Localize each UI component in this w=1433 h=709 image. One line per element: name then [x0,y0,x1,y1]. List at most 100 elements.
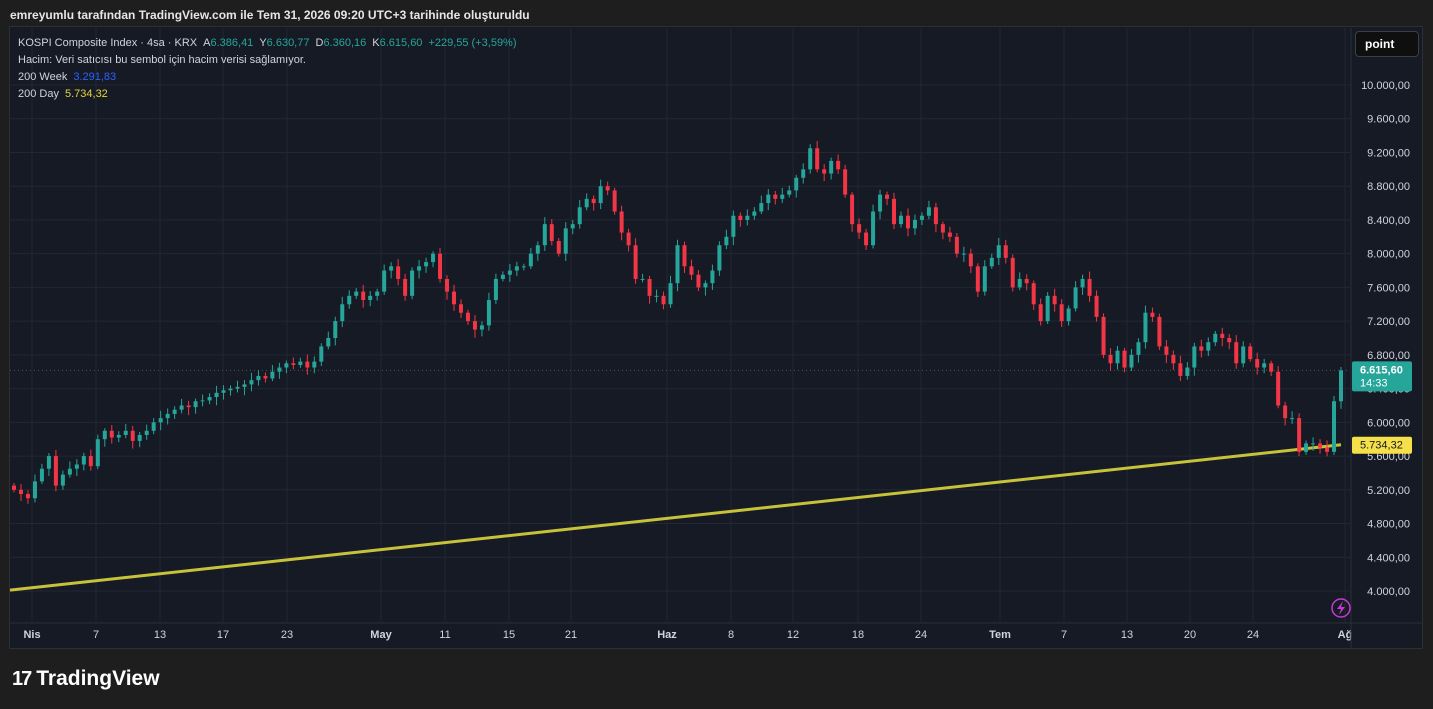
candle-body [12,485,16,490]
candle-body [975,266,980,292]
candle-body [1248,346,1253,360]
candle-body [417,266,422,271]
countdown-label: 14:33 [1360,377,1388,389]
candle-body [25,494,30,499]
point-button[interactable]: point [1355,31,1419,57]
candle-body [493,278,498,301]
candle-body [410,270,415,296]
candle-body [291,363,296,365]
candle-body [1073,287,1078,309]
candle-body [626,232,631,246]
candle-body [507,270,512,275]
candle-body [1206,342,1211,351]
x-tick-label: May [370,629,392,641]
candle-body [989,257,994,267]
candle-body [1045,295,1050,322]
candle-body [123,430,128,435]
candle-body [130,430,135,441]
candle-body [1017,278,1022,288]
y-tick-label: 9.600,00 [1367,114,1410,126]
legend-ma-day-row[interactable]: 200 Day 5.734,32 [18,86,517,103]
candle-body [1339,370,1343,402]
x-tick-label: 21 [565,629,577,641]
candle-body [675,245,680,284]
y-tick-label: 4.000,00 [1367,586,1410,598]
candle-body [312,361,317,368]
candle-body [452,291,457,305]
x-tick-label: 8 [728,629,734,641]
candle-body [1213,333,1218,343]
candle-body [200,400,205,402]
candle-body [787,190,792,195]
tradingview-logo-icon: 17 [12,667,32,690]
candle-body [926,207,931,216]
y-tick-label: 4.800,00 [1367,519,1410,531]
candle-body [46,456,51,469]
lightning-icon[interactable] [1331,598,1351,618]
candle-body [95,439,100,467]
tradingview-logo[interactable]: 17 TradingView [12,667,160,691]
legend-ma-week-label: 200 Week [18,71,68,83]
candle-body [822,169,827,174]
candle-body [1325,447,1330,452]
candle-body [584,198,589,208]
candle-body [144,430,149,435]
chart-panel[interactable] [9,26,1423,649]
last-price-badge [1352,361,1412,392]
candle-body [472,321,477,330]
legend-ma-week-value: 3.291,83 [73,71,117,83]
candle-body [996,245,1001,258]
ma-price-label: 5.734,32 [1360,440,1403,452]
legend-change: +229,55 (+3,59%) [428,37,517,49]
candle-body [214,392,219,398]
y-tick-label: 8.400,00 [1367,215,1410,227]
y-tick-label: 7.200,00 [1367,316,1410,328]
candle-body [438,253,443,279]
candle-body [151,422,156,431]
legend-close-value: 6.615,60 [379,37,423,49]
candle-body [905,215,910,229]
candle-body [256,375,261,381]
candle-body [961,253,966,255]
y-tick-label: 5.600,00 [1367,451,1410,463]
candle-body [1108,354,1113,364]
candle-body [403,278,408,296]
y-tick-label: 5.200,00 [1367,485,1410,497]
candle-body [81,456,86,465]
legend-ma-week-row[interactable]: 200 Week 3.291,83 [18,69,517,86]
legend-high-value: 6.630,77 [266,37,310,49]
y-tick-label: 9.200,00 [1367,147,1410,159]
candle-body [661,295,666,305]
candle-body [1192,346,1197,368]
candle-body [605,186,610,191]
candle-body [898,215,903,225]
legend-ma-day-value: 5.734,32 [64,88,108,100]
ma-price-badge [1352,436,1412,454]
lightning-bolt-icon [1337,601,1345,615]
candle-body [277,367,282,372]
candle-body [1269,363,1274,372]
candle-body [67,468,72,475]
tradingview-logo-text: TradingView [36,667,160,690]
legend-open-label: A [203,37,211,49]
candle-body [1101,316,1106,355]
candle-body [598,186,603,204]
y-tick-label: 6.000,00 [1367,417,1410,429]
candle-body [745,215,750,220]
candle-body [577,207,582,225]
candle-body [612,190,617,212]
y-tick-label: 8.000,00 [1367,249,1410,261]
candle-body [773,194,778,199]
chart-legend: KOSPI Composite Index · 4sa · KRX A6.386… [18,35,517,103]
candle-body [1199,346,1204,351]
candle-body [556,241,561,254]
candle-body [1290,418,1295,420]
candle-body [857,224,862,233]
legend-symbol[interactable]: KOSPI Composite Index · 4sa · KRX [18,37,198,49]
candle-body [74,464,79,469]
candle-body [724,236,729,246]
candle-body [954,236,959,254]
candle-body [1297,418,1302,452]
x-tick-label: 15 [503,629,515,641]
